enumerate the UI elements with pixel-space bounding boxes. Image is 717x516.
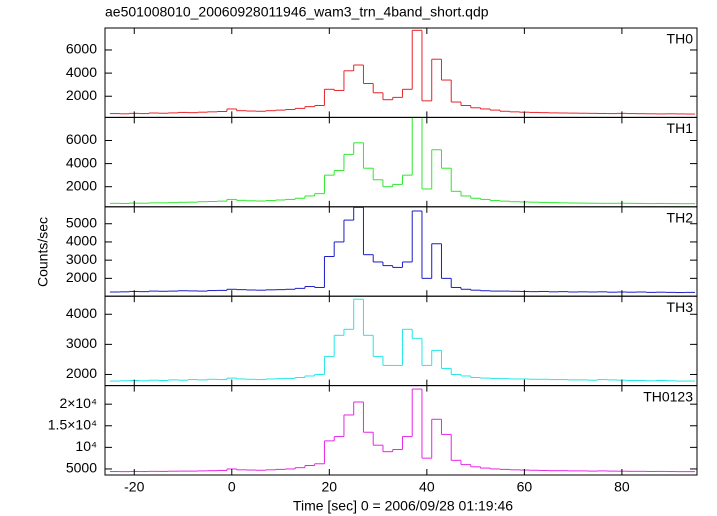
y-tick-label: 4000 — [66, 64, 97, 80]
y-tick-label: 3000 — [66, 251, 97, 267]
y-tick-label: 2×10⁴ — [59, 395, 97, 411]
y-tick-label: 2000 — [66, 269, 97, 285]
panel-label: TH0123 — [643, 388, 693, 404]
panel-frame — [104, 385, 698, 476]
x-tick-label: 60 — [517, 479, 533, 495]
y-tick-label: 6000 — [66, 41, 97, 57]
y-tick-label: 2000 — [66, 365, 97, 381]
panel-label: TH1 — [667, 120, 694, 136]
y-tick-label: 6000 — [66, 131, 97, 147]
x-tick-label: 0 — [228, 479, 236, 495]
step-connector — [119, 389, 677, 472]
step-connector — [119, 30, 686, 115]
panel-frame — [104, 116, 698, 208]
panel-label: TH3 — [667, 299, 694, 315]
y-tick-label: 2000 — [66, 87, 97, 103]
x-axis-label: Time [sec] 0 = 2006/09/28 01:19:46 — [293, 498, 513, 514]
y-tick-label: 10⁴ — [75, 438, 97, 454]
step-connector — [119, 117, 677, 204]
y-tick-label: 2000 — [66, 177, 97, 193]
chart-title: ae501008010_20060928011946_wam3_trn_4ban… — [105, 4, 489, 20]
y-axis-label: Counts/sec — [35, 217, 51, 287]
panel-frame — [104, 206, 698, 297]
y-tick-label: 4000 — [66, 233, 97, 249]
y-tick-label: 5000 — [66, 460, 97, 476]
x-tick-label: 20 — [322, 479, 338, 495]
x-tick-label: 80 — [614, 479, 630, 495]
y-tick-label: 5000 — [66, 214, 97, 230]
x-tick-label: -20 — [124, 479, 144, 495]
step-connector — [119, 207, 686, 293]
y-tick-label: 3000 — [66, 335, 97, 351]
panel-frame — [104, 295, 698, 387]
panel-label: TH0 — [667, 31, 694, 47]
y-tick-label: 4000 — [66, 305, 97, 321]
y-tick-label: 4000 — [66, 154, 97, 170]
y-tick-label: 1.5×10⁴ — [48, 416, 97, 432]
panel-frame — [104, 27, 698, 118]
step-connector — [119, 299, 677, 382]
panel-label: TH2 — [667, 210, 694, 226]
x-tick-label: 40 — [419, 479, 435, 495]
